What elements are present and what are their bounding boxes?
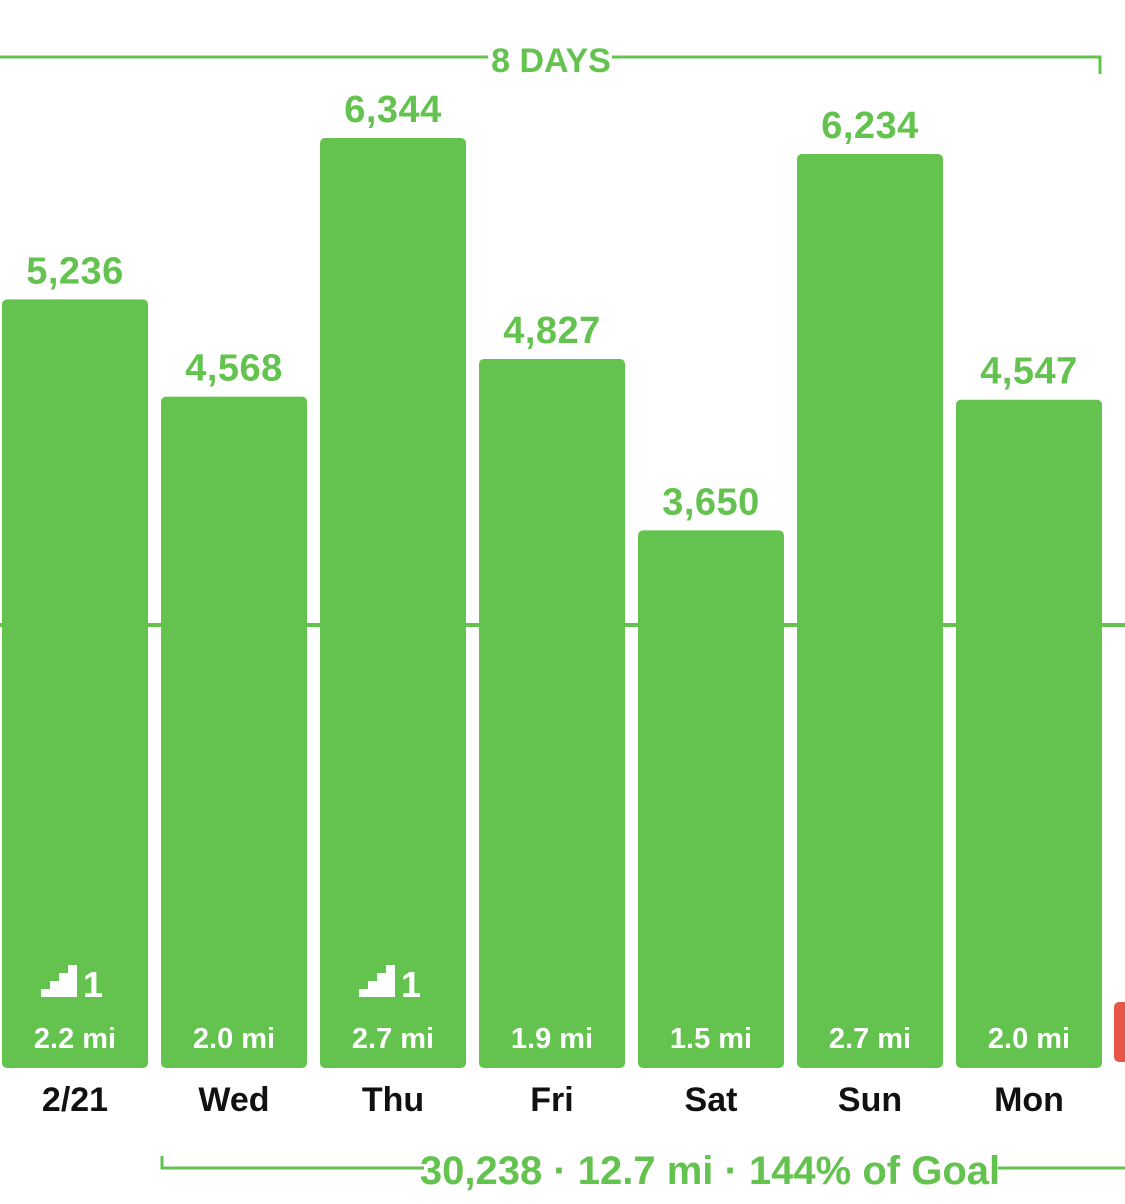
day-label: 2/21 bbox=[42, 1081, 108, 1119]
day-label: Sat bbox=[685, 1081, 738, 1119]
bar-distance-label: 1.5 mi bbox=[670, 1023, 752, 1055]
day-label: Thu bbox=[362, 1081, 424, 1119]
day-label: Wed bbox=[198, 1081, 269, 1119]
bar-value-label: 4,547 bbox=[980, 351, 1078, 393]
bar-base bbox=[479, 1056, 625, 1062]
bar-thu[interactable] bbox=[320, 138, 466, 1068]
stairs-icon bbox=[359, 965, 395, 997]
bar-value-label: 4,827 bbox=[503, 310, 601, 352]
top-bracket-line-right bbox=[612, 55, 1102, 74]
top-bracket: 8 DAYS bbox=[0, 42, 1102, 80]
bar-distance-label: 2.0 mi bbox=[988, 1023, 1070, 1055]
bar-value-label: 6,234 bbox=[821, 105, 919, 147]
bar-sun[interactable] bbox=[797, 154, 943, 1069]
floors-count: 1 bbox=[401, 964, 421, 1005]
bar-distance-label: 2.0 mi bbox=[193, 1023, 275, 1055]
day-label: Mon bbox=[994, 1081, 1064, 1119]
bar-2-21[interactable] bbox=[2, 299, 148, 1068]
partial-next-day-bar bbox=[1114, 1002, 1125, 1062]
bar-value-label: 5,236 bbox=[26, 250, 124, 292]
bar-distance-label: 2.2 mi bbox=[34, 1023, 116, 1055]
bar-base bbox=[320, 1056, 466, 1062]
bar-fri[interactable] bbox=[479, 358, 625, 1068]
bar-value-label: 4,568 bbox=[185, 348, 283, 390]
day-label: Fri bbox=[530, 1081, 573, 1119]
day-label: Sun bbox=[838, 1081, 902, 1119]
bar-base bbox=[161, 1056, 307, 1062]
bar-value-label: 6,344 bbox=[344, 89, 442, 131]
bar-base bbox=[956, 1056, 1102, 1062]
bottom-bracket-line-left bbox=[160, 1156, 424, 1170]
bar-distance-label: 2.7 mi bbox=[829, 1023, 911, 1055]
bar-distance-label: 1.9 mi bbox=[511, 1023, 593, 1055]
bar-mon[interactable] bbox=[956, 399, 1102, 1068]
bar-sat[interactable] bbox=[638, 530, 784, 1068]
bar-base bbox=[797, 1056, 943, 1062]
floors-count: 1 bbox=[83, 964, 103, 1005]
bar-base bbox=[2, 1056, 148, 1062]
bar-wed[interactable] bbox=[161, 396, 307, 1068]
bottom-summary-label: 30,238 · 12.7 mi · 144% of Goal bbox=[420, 1149, 1000, 1193]
top-bracket-label: 8 DAYS bbox=[491, 42, 611, 80]
bar-value-label: 3,650 bbox=[662, 481, 760, 523]
bottom-summary-bracket: 30,238 · 12.7 mi · 144% of Goal bbox=[160, 1149, 1125, 1193]
stairs-icon bbox=[41, 965, 77, 997]
bar-distance-label: 2.7 mi bbox=[352, 1023, 434, 1055]
bar-base bbox=[638, 1056, 784, 1062]
bars-group: 5,236 2.2 mi 2/21 1 4,568 2.0 mi Wed 6,344 2.7 m… bbox=[2, 89, 1102, 1119]
